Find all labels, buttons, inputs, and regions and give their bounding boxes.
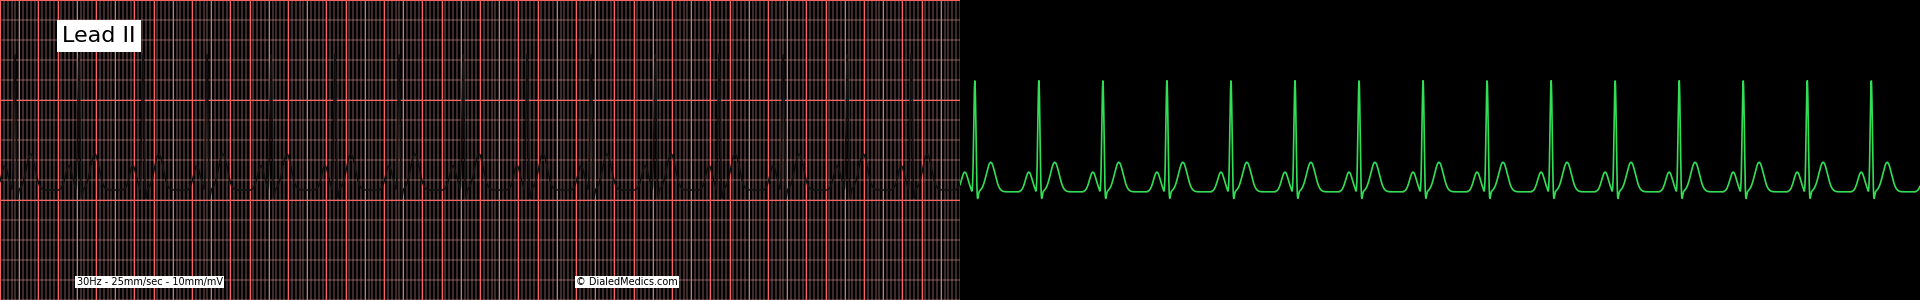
Text: 30Hz - 25mm/sec - 10mm/mV: 30Hz - 25mm/sec - 10mm/mV — [77, 277, 223, 287]
Text: Lead II: Lead II — [61, 26, 136, 46]
Text: © DialedMedics.com: © DialedMedics.com — [576, 277, 678, 287]
